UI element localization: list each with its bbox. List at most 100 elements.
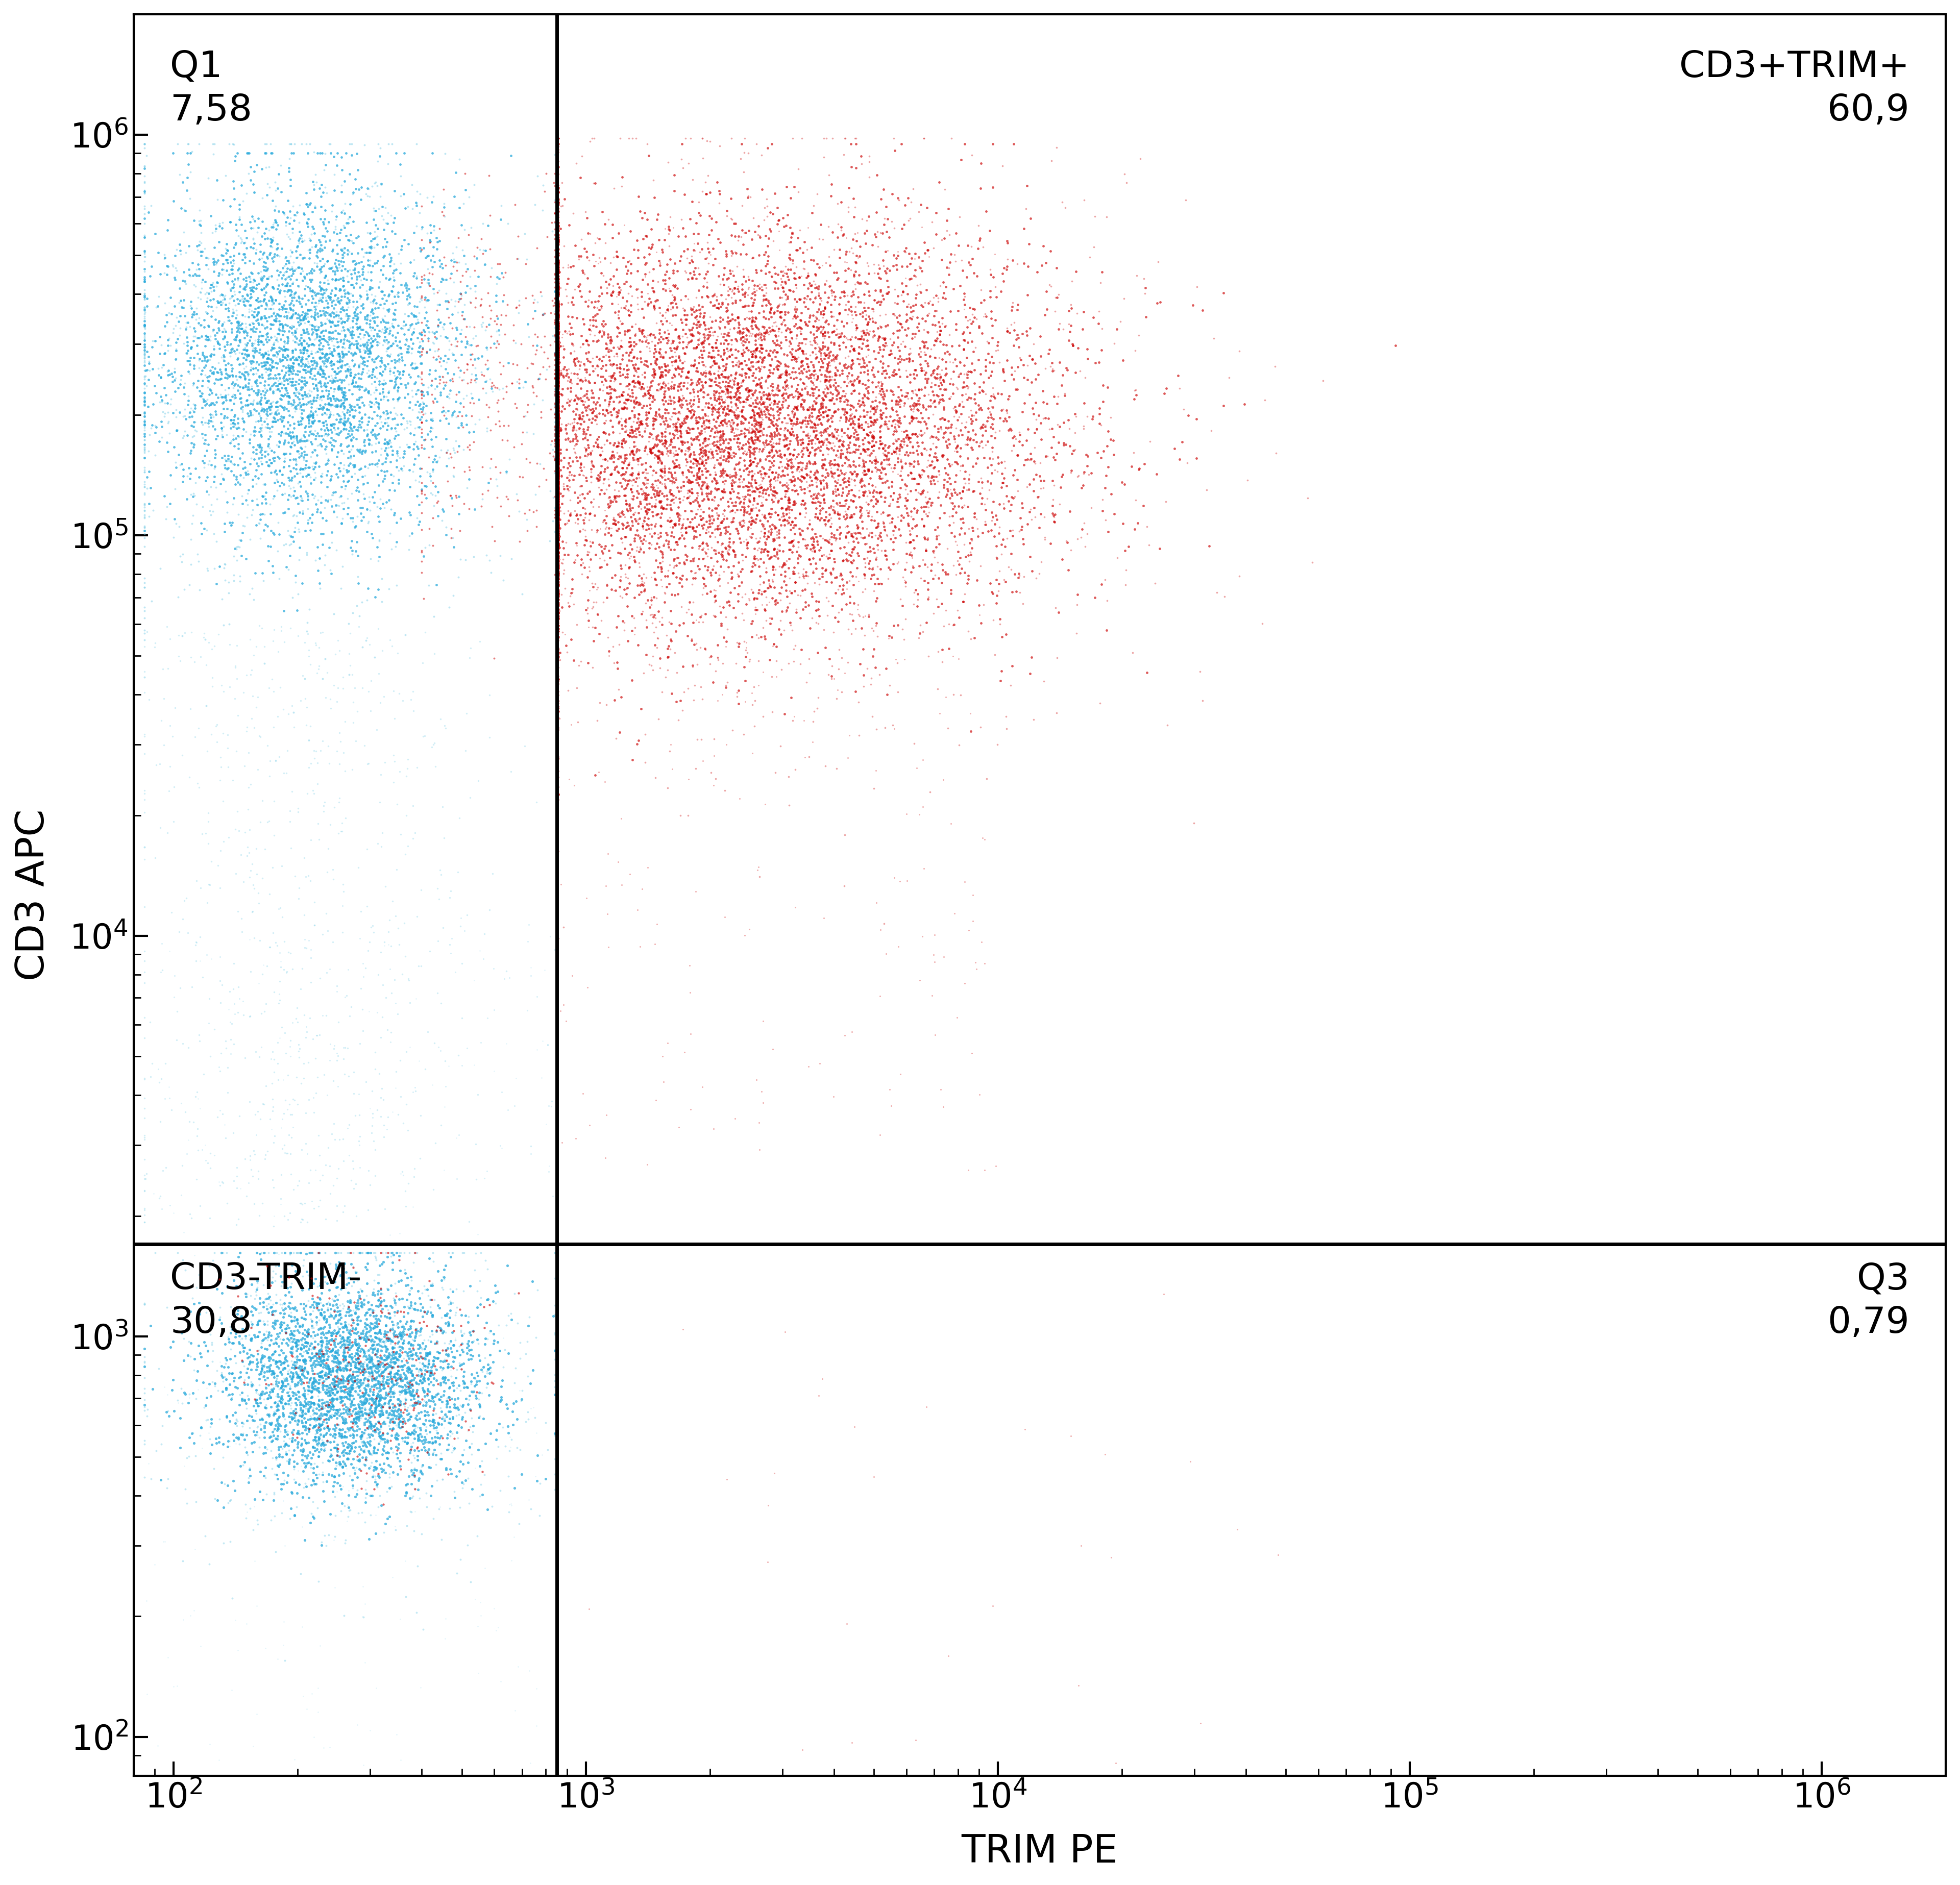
Point <box>374 264 406 294</box>
Point <box>402 303 433 334</box>
Point <box>645 643 676 673</box>
Point <box>255 1325 286 1355</box>
Point <box>682 366 713 396</box>
Point <box>543 633 574 664</box>
Point <box>849 451 880 481</box>
Point <box>864 417 896 447</box>
Point <box>263 893 294 924</box>
Point <box>372 1380 404 1410</box>
Point <box>394 279 425 309</box>
Point <box>766 256 798 287</box>
Point <box>259 1122 290 1152</box>
Point <box>347 439 378 469</box>
Point <box>394 311 425 341</box>
Point <box>551 411 582 441</box>
Point <box>368 1340 400 1370</box>
Point <box>474 680 506 711</box>
Point <box>363 449 394 479</box>
Point <box>408 1348 439 1378</box>
Point <box>582 351 613 381</box>
Point <box>1037 490 1068 520</box>
Point <box>612 469 643 500</box>
Point <box>249 1461 280 1491</box>
Point <box>602 241 633 271</box>
Point <box>706 292 737 322</box>
Point <box>441 386 472 417</box>
Point <box>790 362 821 392</box>
Point <box>398 313 429 343</box>
Point <box>323 1401 355 1431</box>
Point <box>325 303 357 334</box>
Point <box>923 417 955 447</box>
Point <box>539 1238 570 1269</box>
Point <box>735 422 766 452</box>
Point <box>647 677 678 707</box>
Point <box>343 1359 374 1389</box>
Point <box>286 483 318 513</box>
Point <box>964 371 996 402</box>
Point <box>233 356 265 386</box>
Point <box>300 190 331 221</box>
Point <box>649 383 680 413</box>
Point <box>429 1046 461 1076</box>
Point <box>359 345 390 375</box>
Point <box>702 403 733 434</box>
Point <box>760 513 792 543</box>
Point <box>404 1348 435 1378</box>
Point <box>876 467 907 498</box>
Point <box>829 256 860 287</box>
Point <box>345 1402 376 1433</box>
Point <box>623 398 655 428</box>
Point <box>880 386 911 417</box>
Point <box>235 1493 267 1523</box>
Point <box>372 1316 404 1346</box>
Point <box>543 543 574 573</box>
Point <box>186 358 218 388</box>
Point <box>706 539 737 569</box>
Point <box>412 305 443 336</box>
Point <box>559 415 590 445</box>
Point <box>794 420 825 451</box>
Point <box>431 435 463 466</box>
Point <box>245 420 276 451</box>
Point <box>655 505 686 535</box>
Point <box>990 447 1021 477</box>
Point <box>839 613 870 643</box>
Point <box>257 1346 288 1376</box>
Point <box>870 541 902 571</box>
Point <box>659 420 690 451</box>
Point <box>327 1316 359 1346</box>
Point <box>729 324 760 354</box>
Point <box>543 398 574 428</box>
Point <box>306 735 337 765</box>
Point <box>394 1353 425 1384</box>
Point <box>727 430 759 460</box>
Point <box>755 336 786 366</box>
Point <box>543 403 574 434</box>
Point <box>727 262 759 292</box>
Point <box>913 241 945 271</box>
Point <box>186 268 218 298</box>
Point <box>421 290 453 320</box>
Point <box>306 254 337 285</box>
Point <box>902 435 933 466</box>
Point <box>600 507 631 537</box>
Point <box>684 601 715 631</box>
Point <box>635 434 666 464</box>
Point <box>223 190 255 221</box>
Point <box>280 1325 312 1355</box>
Point <box>451 256 482 287</box>
Point <box>835 151 866 181</box>
Point <box>1164 445 1196 475</box>
Point <box>892 343 923 373</box>
Point <box>806 432 837 462</box>
Point <box>419 319 451 349</box>
Point <box>737 243 768 273</box>
Point <box>711 443 743 473</box>
Point <box>713 400 745 430</box>
Point <box>862 232 894 262</box>
Point <box>745 477 776 507</box>
Point <box>749 317 780 347</box>
Point <box>286 954 318 984</box>
Point <box>269 447 300 477</box>
